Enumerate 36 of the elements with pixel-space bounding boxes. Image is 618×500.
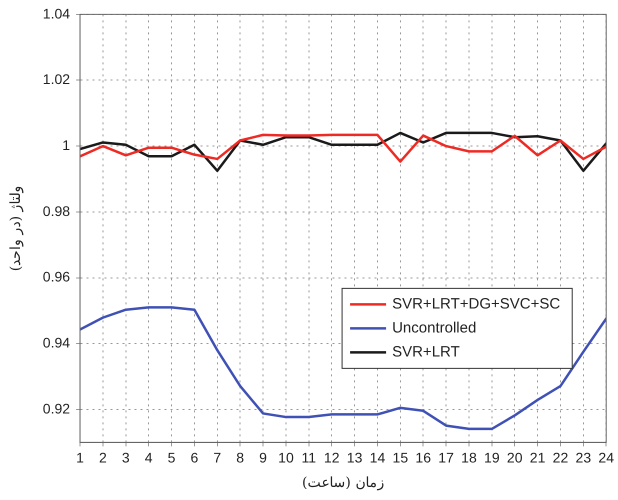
x-tick-label: 15 — [392, 450, 408, 466]
x-tick-label: 18 — [461, 450, 477, 466]
x-tick-label: 8 — [236, 450, 244, 466]
y-tick-label: 0.98 — [42, 202, 70, 219]
x-tick-label: 10 — [278, 450, 294, 466]
x-tick-label: 22 — [552, 450, 568, 466]
x-tick-label: 13 — [346, 450, 363, 466]
x-tick-label: 20 — [506, 450, 523, 466]
x-tick-label: 7 — [213, 450, 222, 466]
x-tick-label: 11 — [302, 450, 316, 466]
x-tick-label: 14 — [370, 450, 386, 466]
y-tick-label: 1.04 — [42, 5, 70, 22]
x-tick-label: 5 — [168, 450, 176, 466]
y-axis-title: ولتاژ (در واحد) — [8, 185, 24, 272]
y-tick-label: 0.94 — [42, 334, 70, 350]
y-tick-label: 1 — [62, 136, 70, 153]
x-tick-label: 23 — [576, 450, 592, 466]
legend-label: SVR+LRT+DG+SVC+SC — [392, 295, 560, 312]
x-tick-label: 4 — [144, 450, 153, 466]
x-tick-label: 21 — [530, 450, 546, 466]
y-tick-label: 0.96 — [42, 268, 70, 285]
x-axis-title: زمان (ساعت) — [302, 475, 384, 492]
y-tick-label: 1.02 — [42, 71, 70, 88]
x-tick-label: 9 — [259, 450, 268, 466]
x-tick-label: 16 — [415, 450, 432, 466]
legend-label: Uncontrolled — [392, 319, 476, 336]
x-tick-label: 12 — [324, 450, 340, 466]
x-tick-label: 6 — [190, 450, 199, 466]
x-tick-label: 17 — [438, 450, 454, 466]
x-tick-label: 2 — [99, 450, 108, 466]
x-tick-label: 3 — [122, 450, 130, 466]
legend-label: SVR+LRT — [392, 343, 460, 360]
x-tick-label: 1 — [76, 450, 84, 466]
y-tick-label: 0.92 — [42, 400, 70, 416]
x-tick-label: 19 — [484, 450, 500, 466]
x-tick-label: 24 — [598, 450, 614, 466]
